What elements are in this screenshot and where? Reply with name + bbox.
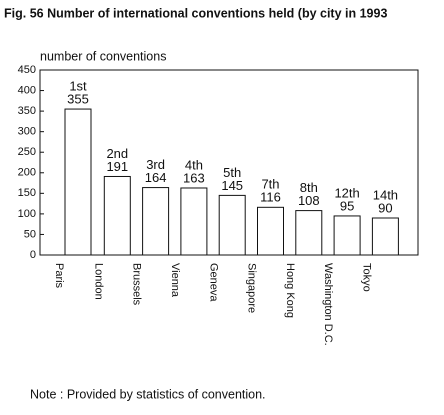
value-label: 191 bbox=[106, 159, 128, 174]
bar bbox=[295, 210, 323, 256]
bar bbox=[64, 108, 92, 256]
rank-label: 4th bbox=[185, 157, 203, 172]
bar bbox=[333, 215, 361, 256]
rank-label: 2nd bbox=[106, 146, 128, 161]
y-tick-label: 350 bbox=[18, 105, 36, 117]
x-tick-label: Brussels bbox=[131, 263, 143, 306]
x-tick-label: Paris bbox=[53, 263, 65, 289]
y-tick-label: 450 bbox=[18, 64, 36, 76]
x-tick-label: Hong Kong bbox=[284, 263, 296, 318]
rank-label: 1st bbox=[69, 78, 87, 93]
y-tick-label: 150 bbox=[18, 187, 36, 199]
bar bbox=[142, 187, 170, 256]
bar bbox=[103, 175, 131, 256]
rank-label: 5th bbox=[223, 165, 241, 180]
y-tick-label: 400 bbox=[18, 84, 36, 96]
x-tick-label: Vienna bbox=[169, 263, 181, 298]
x-tick-label: Tokyo bbox=[360, 263, 372, 292]
value-label: 355 bbox=[67, 91, 89, 106]
y-tick-label: 100 bbox=[18, 208, 36, 220]
x-tick-label: London bbox=[92, 263, 104, 300]
chart-title: Fig. 56 Number of international conventi… bbox=[4, 6, 387, 20]
y-tick-label: 0 bbox=[30, 249, 36, 261]
value-label: 95 bbox=[340, 198, 354, 213]
bar bbox=[257, 206, 284, 256]
value-label: 163 bbox=[183, 170, 205, 185]
y-tick-label: 200 bbox=[18, 167, 36, 179]
value-label: 90 bbox=[378, 200, 392, 215]
rank-label: 3rd bbox=[146, 157, 165, 172]
rank-label: 8th bbox=[300, 180, 318, 195]
value-label: 164 bbox=[145, 170, 167, 185]
y-tick-label: 250 bbox=[18, 146, 36, 158]
value-label: 116 bbox=[260, 190, 281, 205]
value-label: 145 bbox=[221, 178, 243, 193]
y-tick-label: 300 bbox=[18, 126, 36, 138]
bar bbox=[180, 187, 208, 256]
x-tick-label: Geneva bbox=[207, 263, 219, 302]
rank-label: 14th bbox=[373, 187, 398, 202]
x-tick-label: Washington D.C. bbox=[322, 263, 334, 346]
value-label: 108 bbox=[298, 193, 320, 208]
bar bbox=[218, 194, 246, 256]
rank-label: 12th bbox=[334, 185, 359, 200]
note: Note : Provided by statistics of convent… bbox=[30, 387, 266, 401]
rank-label: 7th bbox=[261, 177, 279, 192]
bar bbox=[371, 217, 399, 256]
y-axis-label: number of conventions bbox=[40, 49, 166, 63]
y-tick-label: 50 bbox=[24, 228, 36, 240]
x-tick-label: Singapore bbox=[246, 263, 258, 313]
